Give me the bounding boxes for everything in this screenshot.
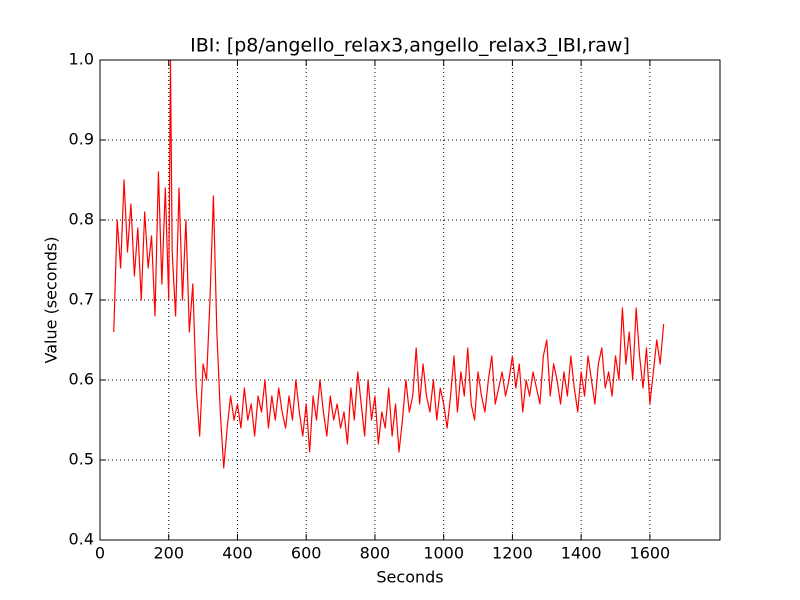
x-tick-label: 0 [95,544,105,563]
x-tick-label: 600 [291,544,322,563]
x-tick-label: 1400 [561,544,602,563]
y-axis-label: Value (seconds) [42,237,61,364]
plot-frame [99,59,721,541]
x-tick-label: 200 [153,544,184,563]
x-tick-label: 800 [360,544,391,563]
chart-title: IBI: [p8/angello_relax3,angello_relax3_I… [190,35,630,57]
x-tick-label: 1000 [423,544,464,563]
y-tick-label: 0.9 [69,130,94,149]
data-line [113,59,665,469]
y-tick-label: 0.4 [69,530,94,549]
y-tick-label: 0.6 [69,370,94,389]
x-axis-label: Seconds [376,568,443,587]
y-tick-label: 1.0 [69,50,94,69]
y-tick-label: 0.8 [69,210,94,229]
x-tick-label: 400 [222,544,253,563]
x-tick-label: 1600 [630,544,671,563]
x-tick-label: 1200 [492,544,533,563]
y-tick-label: 0.7 [69,290,94,309]
y-tick-label: 0.5 [69,450,94,469]
